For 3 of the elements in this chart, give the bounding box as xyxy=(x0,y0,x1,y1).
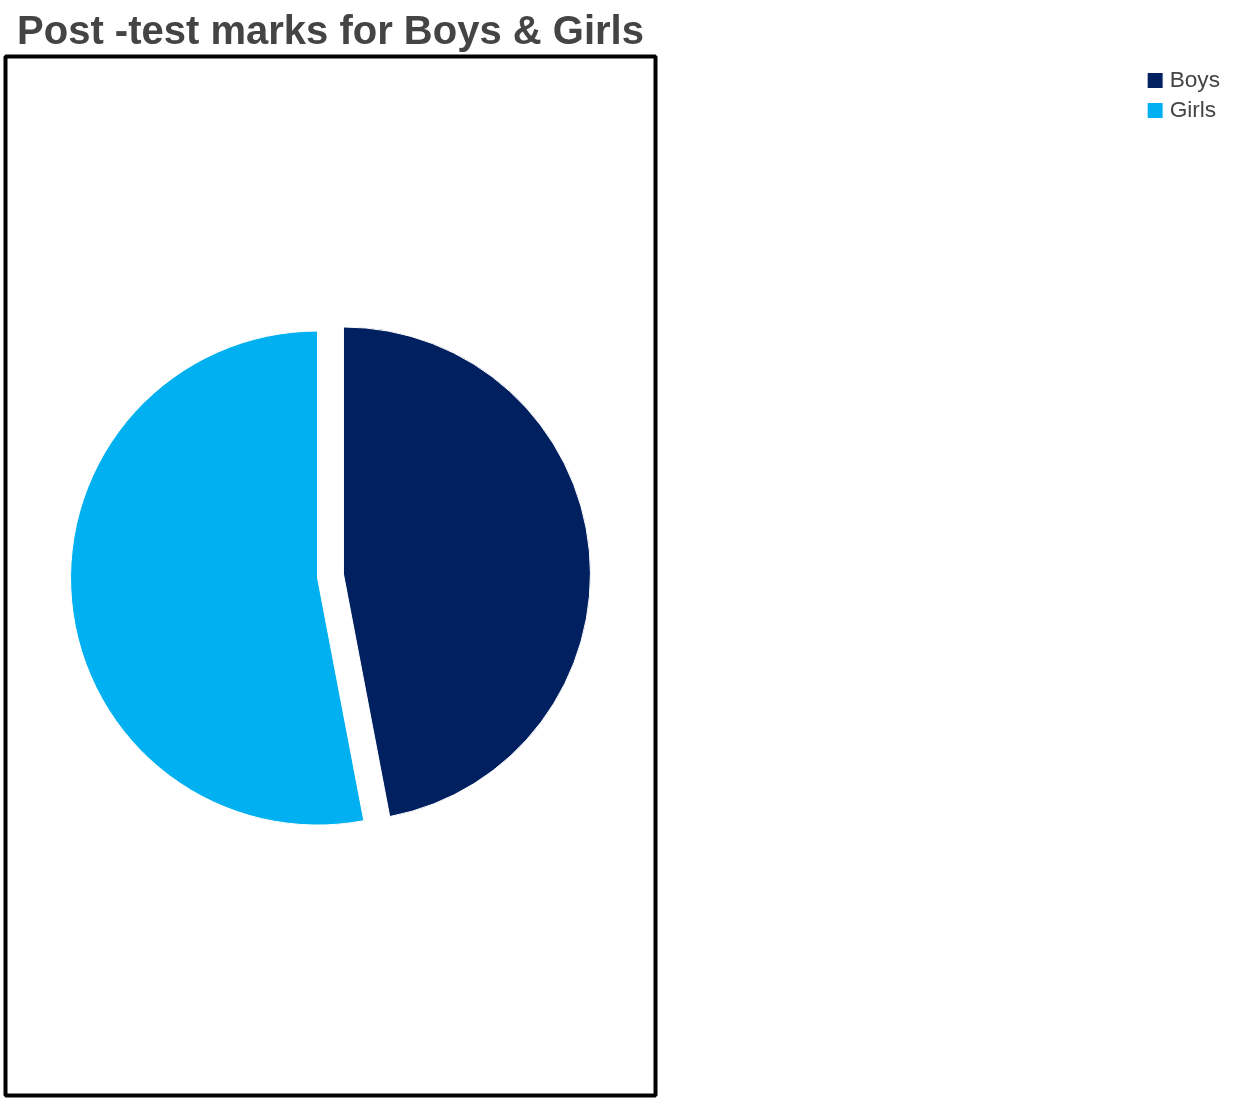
legend-label: Girls xyxy=(1169,96,1217,123)
legend-label: Boys xyxy=(1169,66,1220,93)
chart-title: Post -test marks for Boys & Girls xyxy=(17,7,644,52)
